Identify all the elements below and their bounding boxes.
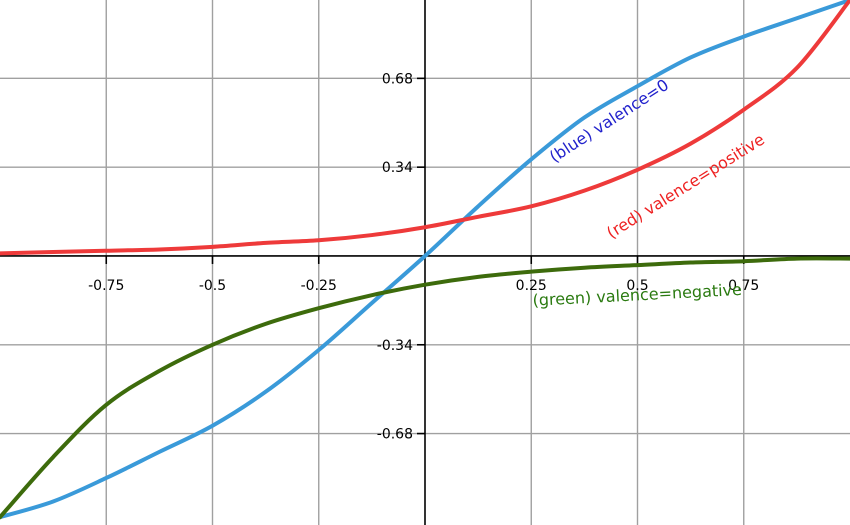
x-tick-label: 0.25	[516, 278, 547, 294]
series-line-green	[0, 256, 850, 520]
y-tick-label: -0.34	[377, 338, 413, 354]
x-tick-label: -0.5	[199, 278, 226, 294]
y-tick-label: 0.68	[382, 71, 413, 87]
series-line-red	[0, 0, 850, 256]
y-tick-label: -0.68	[377, 427, 413, 443]
x-tick-label: -0.25	[301, 278, 337, 294]
x-tick-label: -0.75	[88, 278, 124, 294]
tick-labels: -0.75 -0.5 -0.25 0.25 0.5 0.75 -0.68 -0.34 0.34 0…	[88, 71, 759, 442]
x-tick-label: 0.75	[728, 278, 759, 294]
x-tick-label: 0.5	[626, 278, 648, 294]
y-tick-label: 0.34	[382, 160, 413, 176]
